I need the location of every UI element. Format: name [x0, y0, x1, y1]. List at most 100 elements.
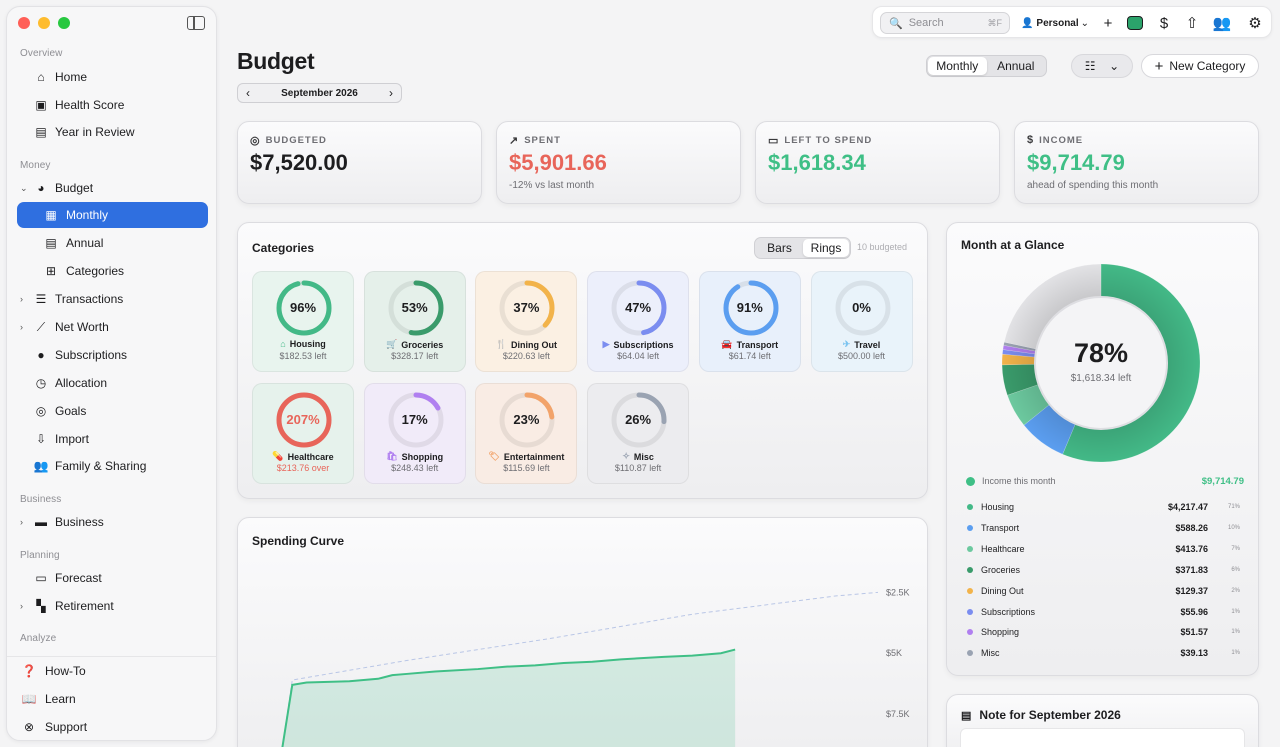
income-value: $9,714.79	[1201, 475, 1244, 487]
ring-progress	[611, 280, 667, 336]
category-tile[interactable]: 47% ▶ Subscriptions $64.04 left	[587, 271, 690, 372]
sidebar-item-import[interactable]: ⇩ Import	[17, 426, 208, 452]
sidebar-item-annual[interactable]: ▤ Annual	[17, 230, 208, 256]
assistant-robot-icon[interactable]	[1126, 14, 1144, 32]
legend-name: Shopping	[981, 627, 1020, 638]
category-tile[interactable]: 0% ✈ Travel $500.00 left	[810, 271, 913, 372]
category-tile[interactable]: 37% 🍴 Dining Out $220.63 left	[475, 271, 578, 372]
category-tile[interactable]: 207% 💊 Healthcare $213.76 over	[252, 383, 354, 484]
window-controls	[18, 17, 70, 29]
lifebuoy-icon: ⊗	[23, 720, 35, 734]
sidebar-item-subscriptions[interactable]: ● Subscriptions	[17, 342, 208, 368]
progress-ring	[276, 392, 332, 448]
tab-monthly[interactable]: Monthly	[928, 57, 987, 75]
sidebar-item-business[interactable]: › ▬ Business	[17, 509, 208, 535]
category-tile[interactable]: 26% ✧ Misc $110.87 left	[587, 383, 690, 484]
ring-progress	[276, 280, 332, 336]
sidebar-item-allocation[interactable]: ◷ Allocation	[17, 370, 208, 396]
legend-percent: 1%	[1231, 608, 1240, 615]
tile-label: Dining Out	[511, 339, 557, 350]
legend-name: Dining Out	[981, 585, 1024, 596]
sidebar-item-learn[interactable]: 📖 Learn	[11, 686, 202, 712]
chevron-down-icon[interactable]: ⌄	[20, 182, 28, 193]
tile-label: Housing	[289, 339, 326, 349]
import-icon: ⇩	[35, 432, 47, 446]
sidebar-item-year-in-review[interactable]: ▤ Year in Review	[17, 119, 208, 145]
zoom-window-button[interactable]	[58, 17, 70, 29]
tile-remaining: $110.87 left	[614, 463, 662, 473]
category-tile[interactable]: 96% ⌂ Housing $182.53 left	[252, 271, 354, 372]
chevron-right-icon[interactable]: ›	[389, 86, 393, 100]
sidebar-item-net-worth[interactable]: › ⟋ Net Worth	[17, 314, 208, 340]
sidebar-item-label: Forecast	[55, 571, 102, 585]
sidebar-item-transactions[interactable]: › ☰ Transactions	[17, 286, 208, 312]
category-tile[interactable]: 53% 🛒 Groceries $328.17 left	[363, 271, 466, 372]
note-header: ▤ Note for September 2026	[961, 708, 1121, 722]
plane-icon: ✈	[842, 339, 851, 349]
categories-title: Categories	[252, 241, 315, 255]
ring-progress	[499, 280, 555, 336]
gear-icon[interactable]: ⚙	[1248, 15, 1262, 32]
share-icon[interactable]: ⇧	[1185, 15, 1199, 32]
spending-curve-chart: $7.5K $5K $2.5K	[281, 587, 910, 747]
income-label: Income this month	[982, 476, 1056, 486]
pill-icon: 💊	[272, 451, 284, 461]
stat-value: $9,714.79	[1027, 150, 1125, 175]
sidebar-item-budget[interactable]: ⌄ ◕ Budget	[17, 175, 208, 201]
people-icon[interactable]: 👥	[1212, 15, 1232, 32]
sidebar-item-goals[interactable]: ◎ Goals	[17, 398, 208, 424]
map-icon: ▚	[36, 599, 46, 613]
minimize-window-button[interactable]	[38, 17, 50, 29]
tile-remaining: $248.43 left	[391, 463, 439, 473]
note-textarea[interactable]	[960, 728, 1245, 747]
note-title: Note for September 2026	[979, 708, 1121, 722]
tile-label: Healthcare	[287, 451, 334, 462]
sidebar-item-family-sharing[interactable]: 👥 Family & Sharing	[17, 453, 208, 479]
sidebar-item-how-to[interactable]: ❓ How-To	[11, 658, 202, 684]
grid-icon: ⊞	[45, 264, 57, 278]
sidebar-item-label: Family & Sharing	[55, 459, 147, 473]
stat-subtext: -12% vs last month	[509, 180, 595, 191]
chevron-right-icon[interactable]: ›	[20, 322, 23, 332]
sidebar-item-monthly[interactable]: ▦ Monthly	[17, 202, 208, 228]
sidebar-item-health-score[interactable]: ▣ Health Score	[17, 92, 208, 118]
search-input[interactable]: 🔍 Search ⌘F	[880, 12, 1010, 34]
sidebar-item-support[interactable]: ⊗ Support	[11, 714, 202, 740]
category-tile[interactable]: 17% 🛍 Shopping $248.43 left	[363, 383, 466, 484]
progress-ring	[611, 392, 667, 448]
chevron-left-icon[interactable]: ‹	[246, 86, 250, 100]
sidebar-item-categories[interactable]: ⊞ Categories	[17, 258, 208, 284]
stat-value: $1,618.34	[768, 150, 866, 175]
tab-bars[interactable]: Bars	[767, 241, 792, 255]
sidebar-item-label: Year in Review	[55, 125, 135, 139]
new-category-button[interactable]: + New Category	[1141, 54, 1259, 78]
sidebar-item-retirement[interactable]: › ▚ Retirement	[17, 593, 208, 619]
sidebar-item-forecast[interactable]: ▭ Forecast	[17, 565, 208, 591]
sidebar-item-label: Budget	[55, 181, 94, 195]
progress-ring	[499, 280, 555, 336]
clock-pie-icon: ◷	[35, 376, 47, 390]
y-tick-label: $5K	[886, 648, 902, 658]
progress-ring	[723, 280, 779, 336]
category-tile[interactable]: 23% 🏷 Entertainment $115.69 left	[475, 383, 578, 484]
sidebar-toggle-icon[interactable]	[187, 16, 205, 30]
stat-card-income: $ INCOME $9,714.79 ahead of spending this…	[1014, 121, 1259, 204]
dollar-cycle-icon[interactable]: $	[1159, 14, 1169, 32]
legend-amount: $588.26	[1175, 522, 1208, 533]
tile-percent: 17%	[401, 412, 428, 427]
sidebar-item-home[interactable]: ⌂ Home	[17, 64, 208, 90]
add-icon[interactable]: +	[1103, 14, 1113, 32]
tile-percent: 53%	[401, 300, 428, 315]
chevron-right-icon[interactable]: ›	[20, 517, 23, 527]
progress-ring	[835, 280, 890, 336]
tab-rings[interactable]: Rings	[803, 239, 849, 257]
sidebar-item-label: Subscriptions	[55, 348, 128, 362]
filter-menu-button[interactable]: ☷ ⌄	[1071, 54, 1133, 78]
tab-annual[interactable]: Annual	[997, 59, 1035, 73]
close-window-button[interactable]	[18, 17, 30, 29]
profile-switcher[interactable]: 👤 Personal ⌄	[1021, 14, 1089, 32]
chevron-right-icon[interactable]: ›	[20, 294, 23, 304]
tile-name: 🍴 Dining Out	[476, 339, 576, 350]
chevron-right-icon[interactable]: ›	[20, 601, 23, 611]
category-tile[interactable]: 91% 🚘 Transport $61.74 left	[698, 271, 801, 372]
